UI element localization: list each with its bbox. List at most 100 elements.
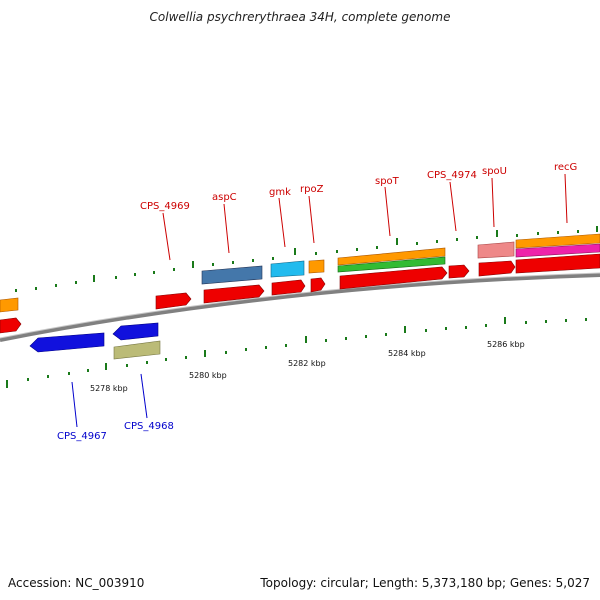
tick [596,226,598,232]
gene-recg[interactable] [515,253,600,274]
tick [204,350,206,357]
leader-line [162,212,171,261]
tick [465,326,467,329]
tick [525,321,527,324]
gene-label[interactable]: recG [554,162,577,173]
reverse-strand-genes [29,322,161,360]
tick [173,268,175,271]
gene-cps4969[interactable] [155,292,192,310]
tick [225,351,227,354]
lower-gene-labels: CPS_4967 CPS_4968 [57,421,174,442]
upper-label-leaders [162,173,568,261]
gene-label[interactable]: CPS_4974 [427,170,477,181]
tick [345,337,347,340]
gene-label[interactable]: rpoZ [300,184,324,195]
gene-spou-feature[interactable] [477,241,515,259]
tick [105,363,107,370]
scale-label: 5278 kbp [90,384,128,393]
leader-line [449,181,457,232]
leader-line [308,195,315,244]
tick [212,263,214,266]
tick [146,361,148,364]
tick [456,238,458,241]
gene-left-orange[interactable] [0,297,19,313]
gene-recg-magenta[interactable] [515,243,600,258]
genome-backbone [0,273,600,342]
leader-line [384,186,391,237]
gene-label[interactable]: spoT [375,176,400,187]
tick [396,238,398,245]
tick [75,281,77,284]
tick [27,378,29,381]
scale-label: 5280 kbp [189,371,227,380]
tick [385,333,387,336]
tick [153,271,155,274]
tick [545,320,547,323]
gene-label[interactable]: CPS_4969 [140,201,190,212]
gene-spot-orange[interactable] [337,247,446,266]
gene-label[interactable]: gmk [269,187,291,198]
gene-label[interactable]: spoU [482,166,507,177]
gene-label[interactable]: CPS_4968 [124,421,174,432]
leader-line [71,381,78,428]
scale-label: 5284 kbp [388,349,426,358]
tick [126,364,128,367]
map-title: Colwellia psychrerythraea 34H, complete … [149,10,451,24]
gene-spot[interactable] [339,266,448,290]
tick [315,252,317,255]
scale-label: 5286 kbp [487,340,525,349]
tick [68,372,70,375]
tick [185,356,187,359]
gene-cps4974[interactable] [448,264,470,279]
tick [516,234,518,237]
tick [165,358,167,361]
tick [585,318,587,321]
tick [305,336,307,343]
tick [425,329,427,332]
gene-recg-orange[interactable] [515,233,600,249]
tick [55,284,57,287]
topology-text: Topology: circular; Length: 5,373,180 bp… [260,576,590,590]
tick [252,259,254,262]
tick [557,231,559,234]
tick [485,324,487,327]
gene-spou[interactable] [478,260,516,277]
gene-aspc[interactable] [203,284,265,304]
tick [265,346,267,349]
tick [504,317,506,324]
tick [376,246,378,249]
tick [476,236,478,239]
gene-cps4968[interactable] [112,322,159,341]
tick [192,261,194,268]
tick [325,339,327,342]
tick [232,261,234,264]
gene-label[interactable]: CPS_4967 [57,431,107,442]
scale-label: 5282 kbp [288,359,326,368]
gene-rpoz[interactable] [310,277,326,293]
tick [496,230,498,237]
gene-label[interactable]: aspC [212,192,237,203]
gene-rpoz-feature[interactable] [308,259,325,274]
tick [445,327,447,330]
gene-left-red[interactable] [0,317,22,334]
tick [565,319,567,322]
gene-gmk-feature[interactable] [270,260,305,278]
tick [404,326,406,333]
gene-aspc-feature[interactable] [201,265,263,285]
tick [87,369,89,372]
gene-cps4967[interactable] [29,332,105,353]
tick [35,287,37,290]
tick [294,248,296,255]
leader-line [140,373,148,419]
tick [115,276,117,279]
gene-spot-green[interactable] [337,256,446,273]
accession-text: Accession: NC_003910 [8,576,145,590]
tick [15,289,17,292]
tick [537,232,539,235]
gene-cps4968-feature[interactable] [113,340,161,360]
tick [245,348,247,351]
lower-tick-row [6,317,587,388]
genome-backbone-highlight [0,272,600,339]
gene-gmk[interactable] [271,279,306,296]
